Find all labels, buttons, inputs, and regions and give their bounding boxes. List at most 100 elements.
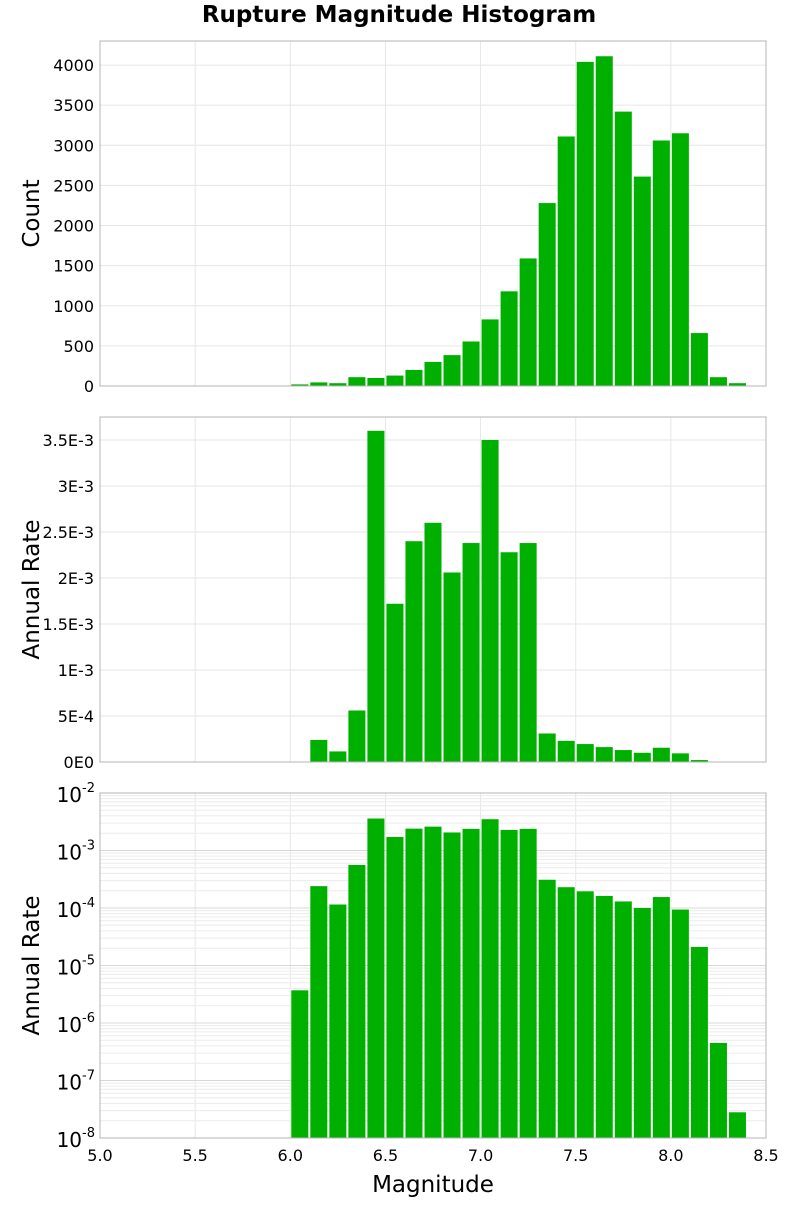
histogram-bar xyxy=(386,837,403,1138)
y-tick-exponent: -7 xyxy=(82,1069,95,1084)
histogram-bar xyxy=(596,896,613,1138)
histogram-bar xyxy=(329,751,346,762)
histogram-bar xyxy=(558,741,575,762)
x-tick-label: 7.0 xyxy=(468,1146,493,1165)
histogram-bar xyxy=(386,376,403,386)
y-tick-base: 10 xyxy=(57,841,82,865)
y-tick-exponent: -8 xyxy=(82,1126,95,1141)
histogram-bar xyxy=(615,901,632,1138)
histogram-bar xyxy=(310,382,327,386)
histogram-bar xyxy=(444,572,461,762)
histogram-bar xyxy=(710,377,727,386)
histogram-bar xyxy=(672,753,689,762)
histogram-bar xyxy=(405,370,422,386)
y-tick-label: 2.5E-3 xyxy=(42,523,94,542)
histogram-bar xyxy=(691,333,708,386)
y-tick-label: 3.5E-3 xyxy=(42,431,94,450)
histogram-bar xyxy=(672,910,689,1138)
histogram-bar xyxy=(405,829,422,1138)
histogram-bar xyxy=(463,543,480,762)
y-tick-base: 10 xyxy=(57,783,82,807)
y-tick-label: 0 xyxy=(84,377,94,396)
histogram-bar xyxy=(501,830,518,1138)
histogram-bar xyxy=(558,887,575,1138)
histogram-bar xyxy=(596,747,613,762)
y-tick-label: 0E0 xyxy=(64,753,94,772)
histogram-bar xyxy=(729,1112,746,1138)
y-axis-label: Count xyxy=(19,179,45,247)
x-tick-label: 6.0 xyxy=(278,1146,303,1165)
histogram-bar xyxy=(501,552,518,762)
x-tick-label: 6.5 xyxy=(373,1146,398,1165)
histogram-bar xyxy=(367,378,384,386)
histogram-bar xyxy=(348,710,365,762)
histogram-bar xyxy=(539,733,556,762)
y-tick-exponent: -2 xyxy=(82,781,95,796)
histogram-bar xyxy=(463,829,480,1138)
histogram-bar xyxy=(367,431,384,762)
histogram-bar xyxy=(348,377,365,386)
x-tick-label: 5.0 xyxy=(87,1146,112,1165)
histogram-bar xyxy=(310,740,327,762)
histogram-bar xyxy=(310,886,327,1138)
histogram-bar xyxy=(558,136,575,386)
histogram-bar xyxy=(444,355,461,386)
x-axis-label: Magnitude xyxy=(372,1172,494,1198)
y-tick-label: 10-2 xyxy=(57,781,95,807)
y-tick-label: 10-3 xyxy=(57,839,95,865)
histogram-bar xyxy=(653,748,670,762)
histogram-bar xyxy=(291,990,308,1138)
histogram-bar xyxy=(539,880,556,1138)
histogram-bar xyxy=(596,56,613,386)
histogram-bar xyxy=(634,753,651,762)
histogram-bar xyxy=(710,1043,727,1138)
histogram-bar xyxy=(444,832,461,1138)
histogram-bar xyxy=(424,523,441,762)
y-tick-label: 5E-4 xyxy=(58,707,94,726)
y-tick-label: 1000 xyxy=(53,297,94,316)
y-tick-label: 1E-3 xyxy=(58,661,94,680)
histogram-bar xyxy=(691,947,708,1138)
y-tick-label: 10-5 xyxy=(57,954,95,980)
y-tick-label: 2500 xyxy=(53,176,94,195)
y-tick-label: 2E-3 xyxy=(58,569,94,588)
histogram-bar xyxy=(577,744,594,762)
y-tick-label: 4000 xyxy=(53,56,94,75)
histogram-bar xyxy=(405,541,422,762)
y-axis-label: Annual Rate xyxy=(19,896,45,1036)
histogram-bar xyxy=(653,897,670,1138)
chart-title: Rupture Magnitude Histogram xyxy=(202,2,596,28)
histogram-bar xyxy=(501,291,518,386)
histogram-bar xyxy=(634,177,651,386)
histogram-bar xyxy=(424,362,441,386)
histogram-bar xyxy=(348,865,365,1138)
x-tick-label: 5.5 xyxy=(182,1146,207,1165)
y-tick-label: 10-4 xyxy=(57,896,95,922)
histogram-bar xyxy=(653,140,670,386)
histogram-bar xyxy=(482,819,499,1138)
y-tick-label: 3000 xyxy=(53,136,94,155)
y-tick-exponent: -5 xyxy=(82,954,95,969)
histogram-bar xyxy=(615,750,632,762)
x-tick-label: 8.5 xyxy=(753,1146,778,1165)
y-tick-label: 2000 xyxy=(53,217,94,236)
histogram-bar xyxy=(577,62,594,386)
y-tick-base: 10 xyxy=(57,1013,82,1037)
y-tick-base: 10 xyxy=(57,956,82,980)
histogram-bar xyxy=(329,905,346,1138)
x-tick-label: 7.5 xyxy=(563,1146,588,1165)
histogram-bar xyxy=(482,440,499,762)
y-tick-label: 10-6 xyxy=(57,1011,95,1037)
histogram-bar xyxy=(463,341,480,386)
y-tick-label: 1.5E-3 xyxy=(42,615,94,634)
y-axis-label: Annual Rate xyxy=(19,520,45,660)
histogram-bar xyxy=(577,891,594,1138)
histogram-bar xyxy=(520,543,537,762)
plot-panel-2: 0E05E-41E-31.5E-32E-32.5E-33E-33.5E-3Ann… xyxy=(19,417,766,772)
x-tick-label: 8.0 xyxy=(658,1146,683,1165)
y-tick-base: 10 xyxy=(57,1071,82,1095)
histogram-bar xyxy=(386,604,403,762)
histogram-bar xyxy=(367,819,384,1138)
